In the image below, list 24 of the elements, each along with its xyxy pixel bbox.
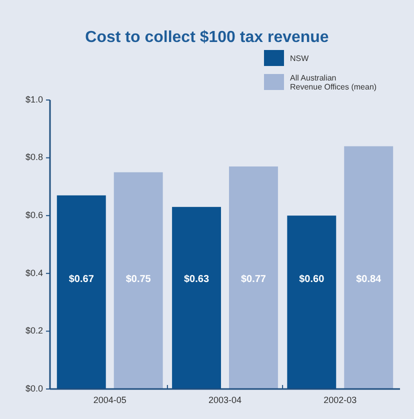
data-label: $0.67: [68, 274, 94, 285]
data-label: $0.77: [240, 274, 266, 285]
data-label: $0.75: [126, 274, 152, 285]
bar: [344, 146, 394, 389]
y-tick-label: $0.8: [25, 152, 43, 162]
bar: [172, 206, 221, 389]
data-label: $0.84: [356, 274, 382, 285]
bar: [56, 195, 106, 389]
x-tick-label: 2004-05: [93, 395, 126, 405]
bar: [229, 166, 278, 389]
x-tick-label: 2002-03: [324, 395, 357, 405]
x-tick-label: 2003-04: [208, 395, 242, 405]
bar: [287, 216, 336, 389]
y-tick-label: $0.6: [25, 210, 43, 220]
bar: [114, 172, 163, 389]
chart-title: Cost to collect $100 tax revenue: [85, 29, 329, 46]
y-tick-label: $0.0: [25, 383, 43, 394]
data-label: $0.63: [184, 274, 210, 285]
legend-label: All Australian Revenue Offices (mean): [290, 74, 377, 92]
y-tick-label: $0.2: [25, 326, 43, 336]
data-label: $0.60: [299, 274, 325, 285]
y-tick-label: $1.0: [25, 94, 43, 104]
legend-label: NSW: [290, 54, 310, 64]
y-tick-label: $0.4: [25, 268, 43, 278]
